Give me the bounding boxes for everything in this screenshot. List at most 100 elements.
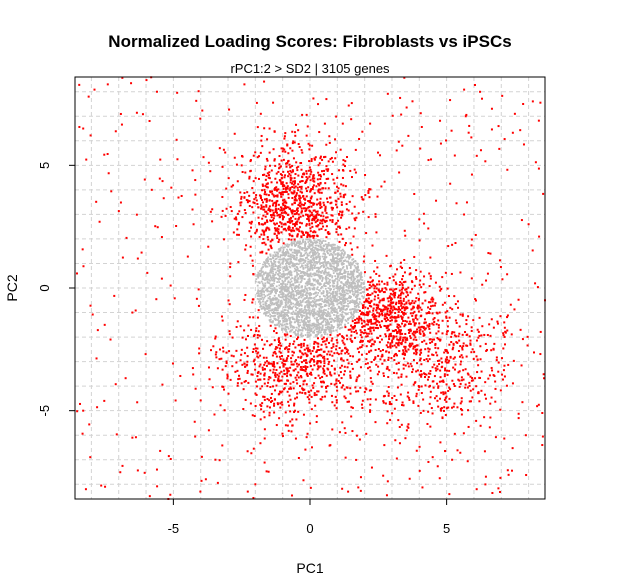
gray-point [283,299,286,301]
gray-point [276,267,279,270]
red-point [272,148,275,151]
gray-point [340,298,342,300]
red-point [415,353,418,356]
red-point [110,190,113,193]
red-point [277,393,280,396]
gray-point [319,257,321,260]
red-point [405,307,408,310]
red-point [136,469,139,472]
gray-point [348,289,351,292]
red-point [384,333,387,336]
red-point [323,204,326,207]
gray-point [281,327,283,330]
gray-point [263,312,265,315]
red-point [374,398,377,401]
red-point [386,283,389,286]
gray-point [357,274,360,277]
red-point [473,83,476,86]
gray-point [355,299,358,302]
gray-point [266,280,269,283]
gray-point [311,261,314,264]
red-point [364,362,367,365]
gray-point [258,300,261,302]
gray-point [327,277,330,280]
red-point [276,189,279,192]
red-point [311,225,314,228]
red-point [415,297,418,300]
gray-point [320,316,323,319]
red-point [309,190,312,193]
gray-point [285,325,288,328]
gray-point [284,315,287,318]
gray-point [286,331,289,334]
gray-point [318,307,321,310]
gray-point [301,294,304,296]
red-point [266,212,269,215]
gray-point [341,307,344,310]
red-point [387,300,390,303]
red-point [407,316,410,319]
red-point [454,303,457,306]
gray-point [329,278,331,281]
gray-point [338,317,341,320]
red-point [388,328,391,331]
red-point [277,377,280,380]
red-point [194,435,197,438]
gray-point [285,259,287,261]
red-point [416,362,419,365]
gray-point [273,302,276,305]
gray-point [289,305,292,308]
red-point [308,222,311,225]
red-point [448,343,451,346]
red-point [437,330,440,333]
red-point [280,370,283,373]
red-point [273,402,276,405]
red-point [424,291,427,294]
gray-point [341,291,344,294]
gray-point [274,306,277,309]
red-point [289,420,292,423]
gray-point [270,303,273,306]
red-point [402,351,405,354]
red-point [460,379,463,382]
gray-point [277,319,279,321]
gray-point [341,317,344,320]
red-point [299,201,302,204]
red-point [180,194,183,197]
red-point [395,287,398,290]
red-point [278,225,281,228]
red-point [501,378,504,381]
red-point [499,315,502,318]
gray-point [340,253,343,255]
red-point [364,331,367,334]
red-point [263,374,266,377]
gray-point [307,302,310,304]
gray-point [301,259,303,262]
gray-point [344,274,346,277]
gray-point [287,262,290,265]
red-point [220,357,223,360]
red-point [489,416,492,419]
red-point [295,211,298,214]
red-point [259,354,262,357]
red-point [306,432,309,435]
red-point [439,289,442,292]
red-point [520,364,523,367]
red-point [276,195,279,198]
gray-point [259,272,261,275]
red-point [297,218,300,221]
red-point [324,205,327,208]
red-point [411,368,414,371]
red-point [350,102,353,105]
gray-point [315,252,318,255]
gray-point [336,249,339,252]
gray-point [322,261,325,264]
gray-point [324,285,327,287]
red-point [278,163,281,166]
gray-point [298,249,300,252]
gray-point [269,269,272,272]
gray-point [340,313,343,316]
red-point [334,157,337,160]
gray-point [260,271,263,274]
red-point [456,406,459,409]
